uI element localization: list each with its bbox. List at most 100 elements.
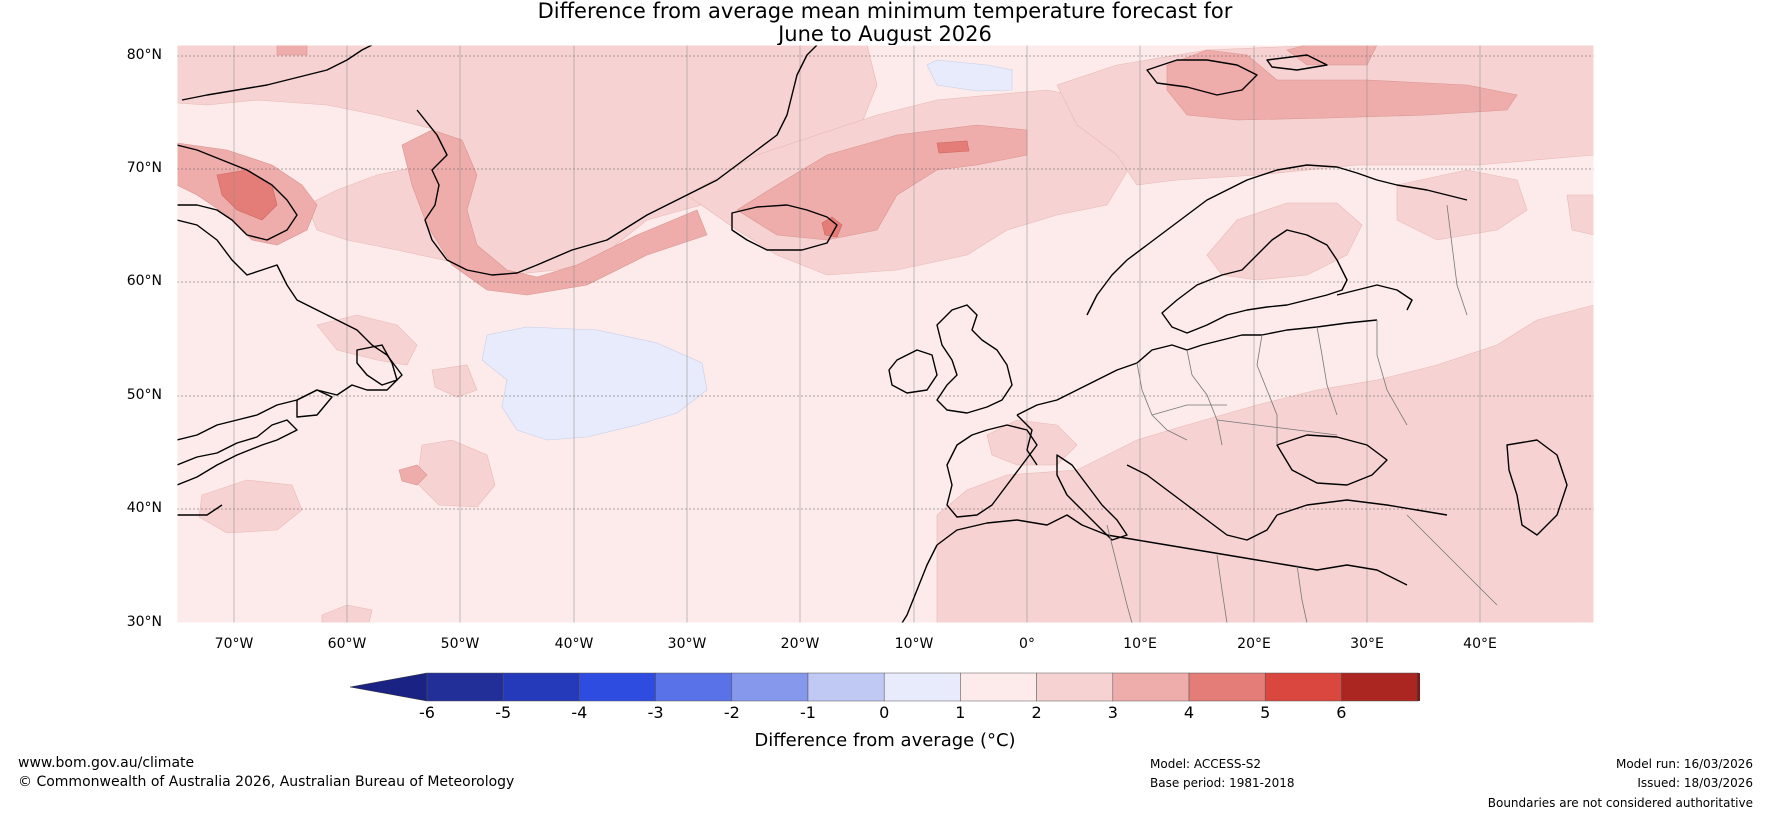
footer-disclaimer: Boundaries are not considered authoritat…	[1487, 796, 1753, 810]
newfoundland-coast	[356, 344, 398, 386]
lon-label-40w: 40°W	[554, 636, 594, 652]
norway-coast	[1086, 164, 1468, 316]
anomaly-atlantic-1-2	[416, 439, 496, 508]
colorbar-over-arrow	[1417, 672, 1420, 702]
lon-label-20e: 20°E	[1237, 636, 1271, 652]
footer-model: Model: ACCESS-S2	[1150, 757, 1262, 771]
footer-base-period: Base period: 1981-2018	[1150, 776, 1295, 790]
colorbar-segment	[1264, 672, 1342, 702]
europe-coast-west	[1016, 319, 1378, 416]
colorbar-label: Difference from average (°C)	[754, 730, 1016, 751]
colorbar-tick-label: -6	[419, 703, 435, 722]
colorbar-tick-label: -1	[800, 703, 816, 722]
lon-label-0: 0°	[1019, 636, 1035, 652]
anomaly-atlantic2-1-2	[198, 479, 303, 534]
colorbar-tick-label: -3	[647, 703, 664, 722]
lon-label-10w: 10°W	[894, 636, 934, 652]
iceland-coast	[731, 204, 838, 251]
lat-label-70n: 70°N	[126, 160, 162, 176]
lon-label-60w: 60°W	[327, 636, 367, 652]
map-title-line2: June to August 2026	[778, 22, 992, 46]
canada-south-coast	[177, 419, 298, 486]
greenland-coast-east	[416, 45, 818, 276]
turkey-coast	[1276, 499, 1448, 516]
baffin-coast	[177, 144, 298, 241]
colorbar-segment	[883, 672, 961, 702]
anomaly-kolguyev-2-3	[1286, 45, 1378, 66]
colorbar-segment	[579, 672, 656, 702]
map-title-line1: Difference from average mean minimum tem…	[537, 0, 1233, 23]
colorbar-segment	[1112, 672, 1190, 702]
colorbar-tick-label: 1	[955, 703, 966, 722]
colorbar-tick-label: 0	[879, 703, 890, 722]
footer-website: www.bom.gov.au/climate	[18, 755, 195, 771]
anomaly-southeurope-1-2	[936, 304, 1594, 623]
colorbar-tick-label: -4	[571, 703, 588, 722]
anomaly-svalbard-2-3	[1166, 49, 1518, 121]
colorbar	[350, 672, 1420, 702]
lat-label-80n: 80°N	[126, 47, 162, 63]
balkans-coast	[1126, 464, 1278, 541]
anomaly-jan-mayen-3-4	[936, 140, 970, 154]
colorbar-segment	[1341, 672, 1418, 702]
black-sea-coast	[1276, 434, 1388, 486]
map-title: Difference from average mean minimum tem…	[0, 0, 1770, 46]
anomaly-scandinavia-1-2	[1206, 202, 1363, 281]
svalbard-coast	[1146, 59, 1258, 96]
colorbar-tick-label: -2	[723, 703, 740, 722]
colorbar-segment	[1188, 672, 1266, 702]
anomaly-greenland-2-3	[401, 129, 708, 296]
colorbar-tick-label: 6	[1336, 703, 1347, 722]
novascotia-coast	[296, 389, 333, 418]
lon-label-30w: 30°W	[667, 636, 707, 652]
colorbar-segment	[807, 672, 885, 702]
graticule-meridians	[233, 45, 1481, 623]
lon-label-30e: 30°E	[1350, 636, 1384, 652]
coastlines	[177, 45, 1568, 623]
caspian-coast	[1506, 439, 1568, 536]
colorbar-under-arrow	[350, 672, 428, 702]
canada-southern-coast	[177, 504, 223, 516]
footer-copyright: © Commonwealth of Australia 2026, Austra…	[18, 774, 515, 790]
anomaly-atlantic-negative	[481, 326, 708, 441]
anomaly-greenland-sea-negative	[926, 59, 1013, 92]
atlantic-africa-coast	[901, 544, 938, 623]
footer-model-run: Model run: 16/03/2026	[1615, 757, 1753, 771]
colorbar-tick-label: -5	[495, 703, 512, 722]
colorbar-segment	[655, 672, 733, 702]
lon-label-70w: 70°W	[214, 636, 254, 652]
colorbar-segment	[502, 672, 580, 702]
lat-label-50n: 50°N	[126, 387, 162, 403]
colorbar-segment	[1036, 672, 1114, 702]
colorbar-segment	[426, 672, 504, 702]
ireland-coast	[888, 349, 938, 394]
colorbar-tick-label: 5	[1260, 703, 1271, 722]
forecast-map	[177, 45, 1594, 623]
france-coast	[1016, 414, 1038, 466]
colorbar-tick-label: 4	[1183, 703, 1195, 722]
lon-label-20w: 20°W	[780, 636, 820, 652]
footer-issued: Issued: 18/03/2026	[1637, 776, 1753, 790]
lon-label-50w: 50°W	[440, 636, 480, 652]
lon-label-10e: 10°E	[1123, 636, 1157, 652]
colorbar-segment	[960, 672, 1037, 702]
colorbar-tick-label: 3	[1107, 703, 1118, 722]
greenland-coast-west	[181, 45, 373, 101]
anomaly-atlantic-2-3	[398, 464, 428, 486]
finland-coast	[1336, 284, 1413, 311]
anomaly-iceland-3-4	[821, 216, 843, 238]
anomaly-east-1-2	[1566, 194, 1594, 236]
franz-josef-coast	[1266, 54, 1328, 71]
lat-label-30n: 30°N	[126, 614, 162, 630]
country-borders	[1106, 204, 1498, 623]
anomaly-newfoundland-1-2	[431, 364, 478, 398]
lat-label-40n: 40°N	[126, 500, 162, 516]
sweden-coast	[1161, 229, 1348, 334]
lat-label-60n: 60°N	[126, 273, 162, 289]
anomaly-north-2-3	[276, 45, 308, 56]
lon-label-40e: 40°E	[1463, 636, 1497, 652]
africa-coast	[936, 514, 1408, 586]
colorbar-segment	[731, 672, 809, 702]
britain-coast	[936, 304, 1013, 414]
colorbar-tick-label: 2	[1031, 703, 1042, 722]
